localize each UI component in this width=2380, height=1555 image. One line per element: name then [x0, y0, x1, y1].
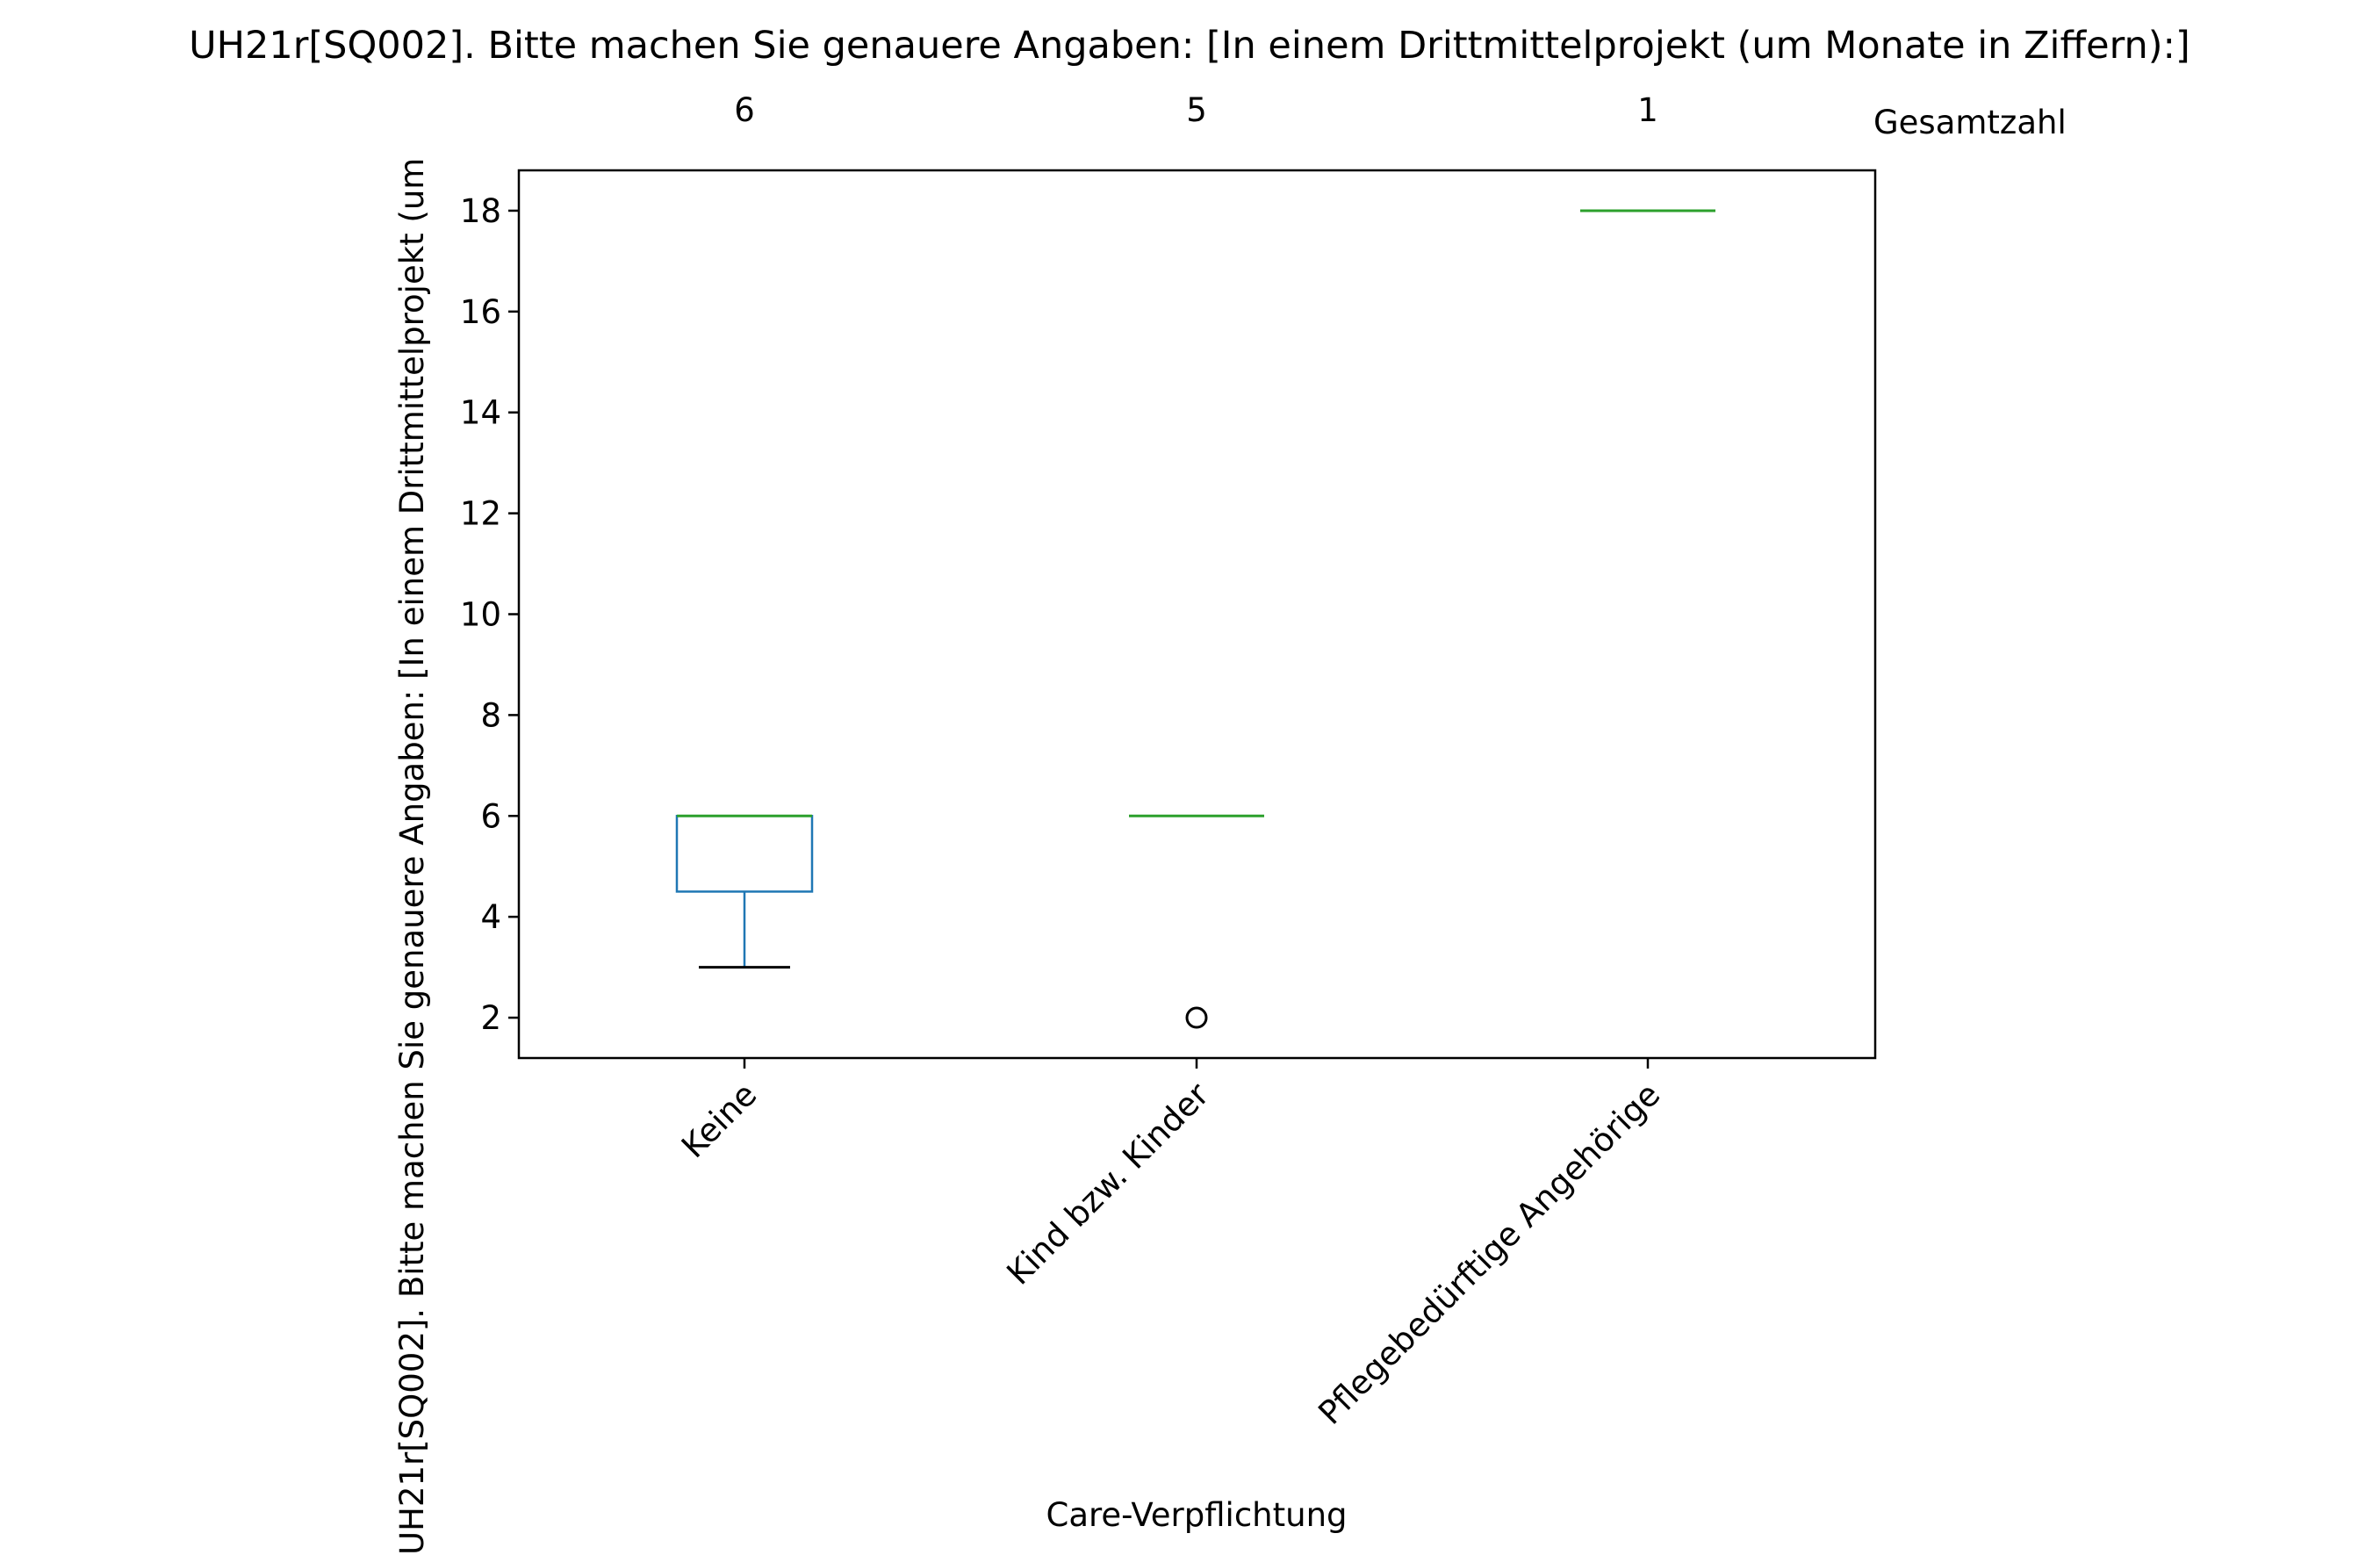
y-tick-label: 2	[480, 999, 501, 1037]
y-tick-label: 4	[480, 898, 501, 936]
y-tick-label: 14	[460, 394, 501, 432]
count-value: 5	[1186, 91, 1207, 129]
y-tick-label: 12	[460, 495, 501, 533]
y-tick-label: 16	[460, 293, 501, 331]
box-group	[1129, 814, 1264, 1029]
box-group	[675, 814, 814, 969]
box-body	[675, 815, 814, 893]
plot-area-frame	[517, 169, 1877, 1060]
y-axis-label: UH21r[SQ002]. Bitte machen Sie genauere …	[393, 158, 431, 1555]
chart-title: UH21r[SQ002]. Bitte machen Sie genauere …	[189, 24, 2190, 68]
x-tick-label: Pflegebedürftige Angehörige	[1311, 1076, 1667, 1432]
outlier-point	[1185, 1006, 1208, 1029]
y-tick-label: 8	[480, 696, 501, 734]
x-axis-label: Care-Verpflichtung	[1046, 1496, 1347, 1534]
count-value: 1	[1637, 91, 1658, 129]
x-tick-label: Kind bzw. Kinder	[1000, 1075, 1217, 1292]
y-tick-label: 6	[480, 797, 501, 835]
y-tick-label: 10	[460, 596, 501, 634]
count-label: Gesamtzahl	[1873, 104, 2067, 141]
x-tick-label: Keine	[674, 1076, 764, 1165]
y-tick-label: 18	[460, 192, 501, 230]
count-value: 6	[734, 91, 755, 129]
